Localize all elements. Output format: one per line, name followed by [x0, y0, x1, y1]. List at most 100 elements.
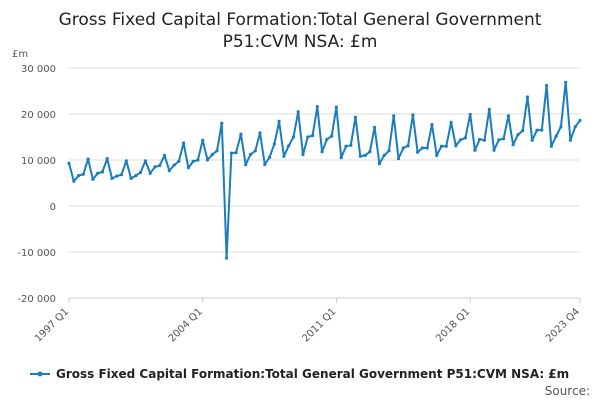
data-point — [196, 158, 200, 162]
data-point — [358, 154, 362, 158]
data-point — [482, 138, 487, 142]
data-point — [287, 144, 291, 148]
data-point — [435, 153, 439, 157]
data-point — [134, 174, 138, 178]
data-point — [268, 155, 272, 159]
data-point — [511, 143, 515, 147]
data-point — [506, 114, 510, 118]
data-point — [148, 171, 152, 175]
data-point — [100, 170, 104, 174]
data-point — [339, 156, 343, 160]
data-point — [377, 162, 381, 166]
x-tick-label: 2023 Q4 — [544, 306, 582, 344]
data-point — [406, 144, 410, 148]
series-line — [68, 81, 581, 259]
legend[interactable]: Gross Fixed Capital Formation:Total Gene… — [30, 367, 569, 381]
y-tick-label: -20 000 — [17, 294, 56, 305]
data-point — [573, 125, 577, 129]
data-point — [416, 150, 420, 154]
data-point — [201, 138, 205, 142]
data-point — [540, 128, 544, 132]
y-tick-label: 30 000 — [21, 64, 56, 75]
y-tick-label: -10 000 — [17, 248, 56, 259]
data-point — [535, 128, 539, 132]
data-point — [382, 153, 386, 157]
data-point — [392, 114, 396, 118]
data-point — [401, 146, 405, 150]
gridlines — [69, 67, 580, 299]
data-point — [363, 153, 367, 157]
data-point — [129, 176, 133, 180]
data-point — [77, 174, 81, 178]
data-point — [110, 176, 114, 180]
data-point — [244, 163, 248, 167]
data-point — [291, 135, 296, 139]
data-point — [96, 171, 100, 175]
data-point — [320, 150, 324, 154]
data-point — [239, 132, 243, 136]
x-tick-label: 2018 Q1 — [434, 306, 472, 344]
data-point — [334, 105, 338, 109]
data-point — [258, 131, 262, 135]
data-point — [139, 170, 143, 174]
data-point — [344, 144, 348, 148]
data-point — [502, 137, 506, 141]
x-tick-label: 1997 Q1 — [33, 306, 71, 344]
data-point — [420, 146, 424, 150]
data-point — [86, 157, 90, 161]
data-point — [220, 121, 224, 125]
data-point — [430, 123, 434, 127]
data-point — [81, 172, 85, 176]
data-point — [124, 159, 128, 163]
data-point — [559, 125, 563, 129]
data-point — [568, 138, 573, 142]
data-point — [67, 161, 71, 165]
y-tick-label: 0 — [50, 202, 56, 213]
data-point — [282, 154, 286, 158]
data-point — [225, 256, 229, 260]
data-point — [253, 149, 257, 153]
data-point — [368, 150, 372, 154]
data-point — [478, 137, 482, 141]
data-point — [449, 120, 453, 124]
data-point — [330, 134, 334, 138]
y-axis-ticks: 30 000 20 000 10 000 0 -10 000 -20 000 — [17, 64, 56, 305]
chart-title-line-1: Gross Fixed Capital Formation:Total Gene… — [59, 10, 542, 30]
data-point — [306, 135, 310, 139]
data-point — [525, 95, 530, 99]
data-point — [396, 157, 401, 161]
data-point — [143, 159, 147, 163]
data-point — [497, 138, 501, 142]
data-point — [191, 159, 195, 163]
data-point — [549, 144, 553, 148]
data-point — [411, 113, 415, 117]
data-point — [263, 163, 267, 167]
data-point — [564, 80, 568, 84]
data-point — [516, 133, 520, 137]
data-point — [473, 148, 477, 152]
data-point — [119, 173, 124, 177]
legend-point-marker — [37, 371, 43, 377]
data-point — [425, 146, 429, 150]
data-point — [578, 118, 582, 122]
data-point — [530, 138, 534, 142]
data-point — [105, 157, 109, 161]
data-point — [545, 83, 549, 88]
data-point — [459, 138, 463, 142]
data-point — [210, 152, 214, 157]
data-point — [463, 136, 467, 140]
x-tick-label: 2004 Q1 — [167, 306, 205, 344]
data-point — [554, 134, 558, 138]
chart-title-line-2: P51:CVM NSA: £m — [223, 32, 378, 52]
data-point — [229, 151, 233, 155]
data-point — [234, 151, 238, 155]
data-point — [444, 144, 448, 148]
source-label[interactable]: Source: — [545, 384, 590, 398]
data-point — [468, 112, 472, 117]
y-tick-label: 10 000 — [21, 156, 56, 167]
data-point — [277, 119, 281, 123]
data-point — [162, 153, 167, 157]
data-point — [373, 125, 377, 129]
data-point — [167, 169, 171, 173]
